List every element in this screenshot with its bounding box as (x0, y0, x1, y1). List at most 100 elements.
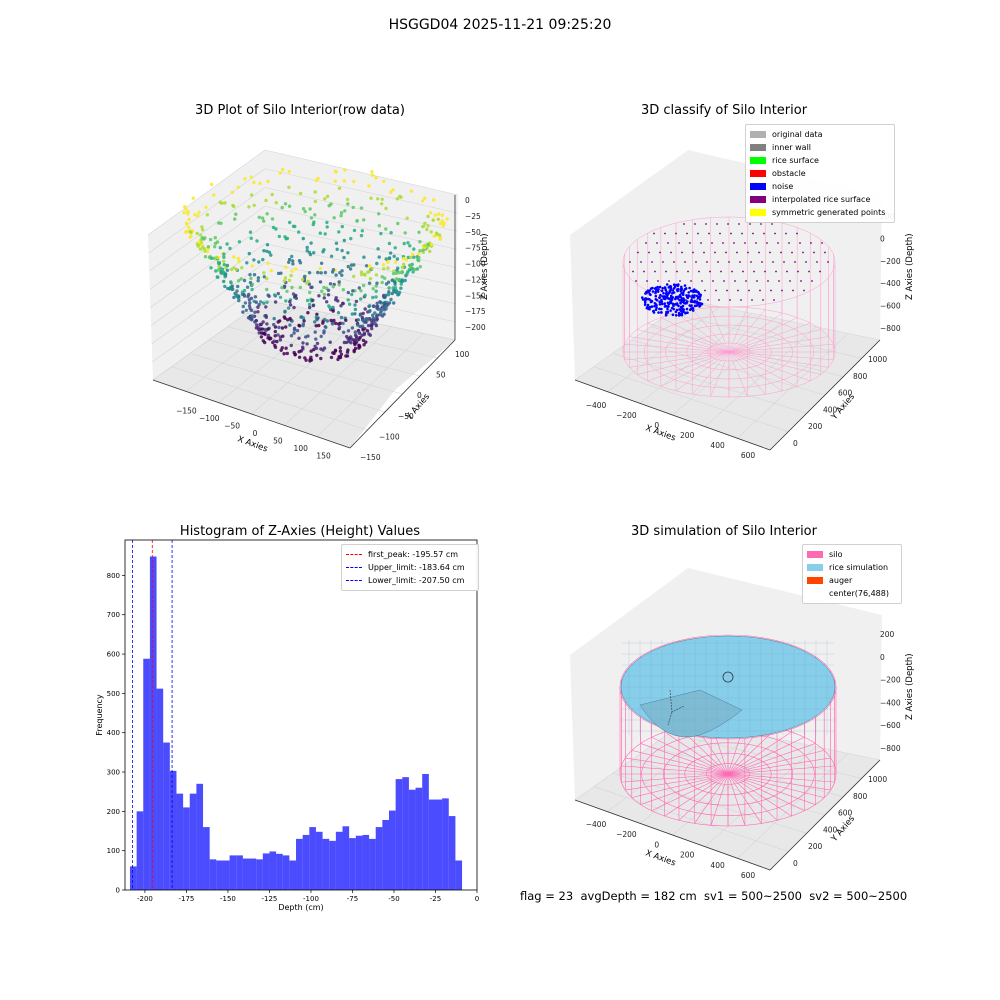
scatter-point (412, 247, 416, 251)
scatter-point (387, 286, 391, 290)
scatter-point (418, 249, 422, 253)
scatter-point (288, 220, 292, 225)
scatter-point (315, 353, 319, 357)
interpolated-point (745, 280, 747, 282)
scatter-point (289, 334, 294, 338)
interpolated-point (632, 270, 634, 273)
scatter-point (412, 267, 417, 272)
noise-point (684, 287, 688, 290)
histogram-bar (169, 770, 177, 890)
gridline (264, 243, 457, 286)
scatter-point (346, 251, 350, 255)
scatter-point (309, 349, 313, 353)
scatter-point (377, 224, 381, 228)
scatter-point (334, 298, 338, 302)
z-tick-label: −25 (465, 212, 481, 221)
interpolated-point (668, 280, 670, 282)
scatter-point (320, 289, 324, 293)
legend-label: Lower_limit: -207.50 cm (368, 576, 465, 585)
scatter-point (361, 318, 365, 323)
noise-point (661, 287, 664, 290)
noise-point (672, 283, 676, 287)
legend-label: first_peak: -195.57 cm (368, 550, 459, 559)
scatter-point (438, 237, 442, 241)
gridline (264, 299, 456, 341)
scatter-point (339, 352, 344, 356)
y-tick-label: 800 (107, 572, 120, 580)
scatter-point (394, 271, 399, 275)
scatter-point (252, 180, 256, 185)
silo-floor-spoke (727, 773, 746, 826)
scatter-point (353, 303, 357, 307)
legend-entry: Lower_limit: -207.50 cm (346, 574, 474, 587)
interpolated-point (808, 270, 810, 273)
noise-point (698, 298, 702, 301)
scatter-point (333, 179, 337, 183)
scatter-point (287, 278, 292, 283)
noise-point (693, 300, 697, 304)
scatter-point (315, 312, 319, 316)
scatter-point (400, 270, 404, 275)
silo-floor-spoke (728, 343, 834, 353)
scatter-point (288, 316, 292, 321)
scatter-point (217, 265, 221, 269)
z-tick-label: −100 (465, 260, 486, 269)
panel1-title: 3D Plot of Silo Interior(row data) (195, 103, 405, 118)
scatter-point (371, 313, 375, 317)
noise-point (688, 286, 691, 290)
noise-point (662, 292, 665, 295)
scatter-point (349, 236, 353, 241)
y-tick-label: 200 (107, 808, 120, 816)
noise-point (698, 295, 702, 298)
interpolated-point (645, 242, 647, 244)
interpolated-point (646, 280, 648, 282)
scatter-point (405, 216, 409, 220)
scatter-point (395, 257, 400, 261)
scatter-point (202, 237, 206, 241)
scatter-point (248, 230, 253, 234)
legend-swatch (750, 157, 766, 164)
y-tick-label: 50 (436, 371, 446, 380)
interpolated-point (813, 251, 815, 254)
scatter-point (222, 259, 226, 263)
scatter-point (432, 198, 436, 202)
z-tick-label: −400 (880, 698, 901, 707)
silo-floor-spoke (727, 743, 816, 775)
scatter-point (334, 273, 338, 277)
scatter-point (326, 293, 331, 297)
scatter-point (198, 233, 203, 237)
scatter-point (437, 233, 442, 237)
interpolated-point (821, 242, 823, 244)
noise-point (677, 304, 680, 308)
scatter-point (277, 325, 281, 330)
scatter-point (193, 213, 197, 217)
scatter-point (225, 263, 230, 268)
scatter-point (336, 357, 340, 362)
scatter-point (234, 212, 238, 216)
noise-point (677, 283, 680, 286)
scatter-point (232, 255, 236, 259)
interpolated-point (759, 289, 761, 292)
scatter-point (345, 354, 350, 358)
scatter-point (319, 356, 323, 361)
scatter-point (253, 310, 257, 314)
scatter-point (197, 210, 201, 214)
interpolated-point (766, 242, 768, 244)
scatter-point (313, 213, 317, 217)
scatter-point (299, 315, 303, 319)
x-tick-label: 400 (710, 861, 725, 870)
x-tick-label: −400 (586, 401, 607, 410)
interpolated-point (654, 270, 656, 273)
scatter-point (323, 197, 327, 201)
scatter-point (267, 294, 271, 298)
y-tick-label: 200 (808, 842, 823, 851)
x-tick-label: 0 (253, 429, 258, 438)
gridline (152, 281, 266, 363)
scatter-point (387, 290, 391, 294)
scatter-point (213, 245, 217, 249)
y-tick-label: 0 (116, 887, 120, 895)
scatter-point (288, 303, 293, 307)
interpolated-point (739, 261, 741, 263)
noise-point (660, 289, 664, 293)
noise-point (666, 301, 670, 305)
